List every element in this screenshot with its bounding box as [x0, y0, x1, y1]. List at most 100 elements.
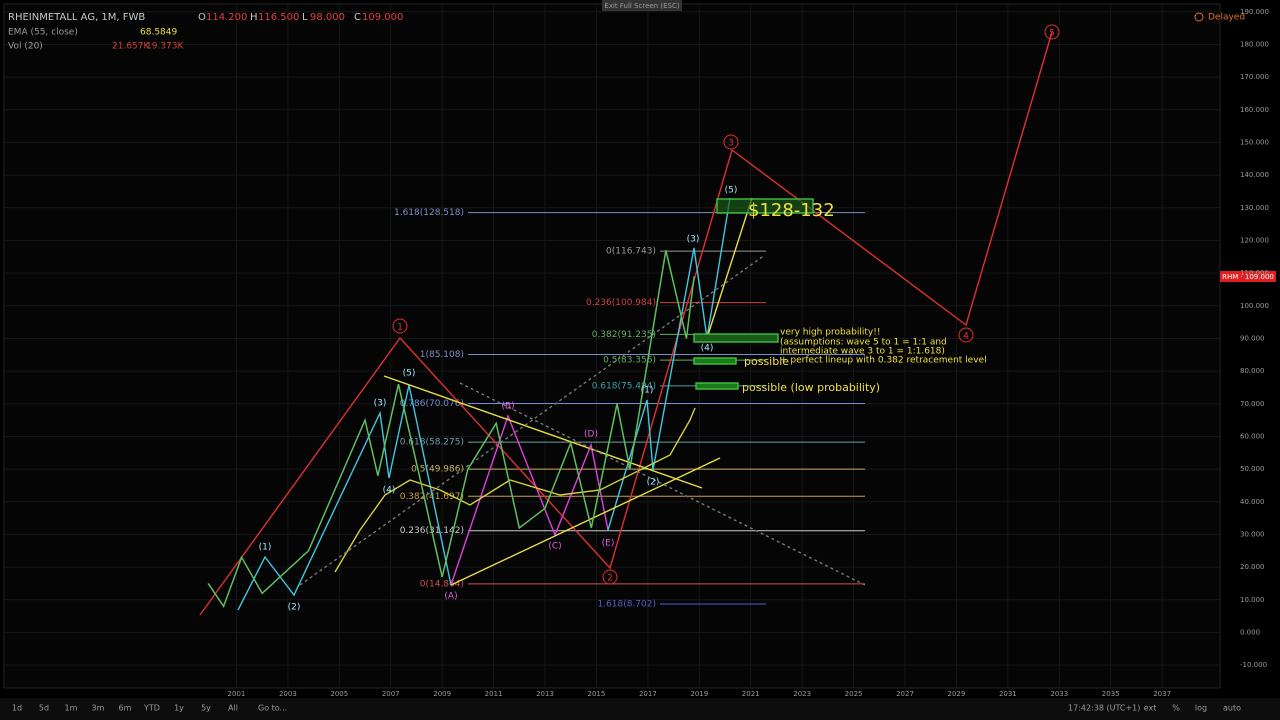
option-button[interactable]: auto	[1223, 704, 1241, 713]
price-axis: 190.000 180.000 170.000 160.000 150.000 140.0…	[1240, 8, 1269, 669]
wave-label: (D)	[584, 430, 598, 440]
trend-line	[450, 457, 721, 586]
x-tick-label: 2023	[793, 690, 811, 698]
wave-label: (A)	[444, 592, 457, 602]
wave-label: (1)	[259, 543, 272, 553]
indicator-label[interactable]: Vol (20)	[8, 42, 43, 52]
annotation: + perfect lineup with 0.382 retracement …	[780, 356, 987, 366]
indicator-label[interactable]: EMA (55, close)	[8, 28, 78, 38]
y-tick-label: 120.000	[1240, 236, 1269, 244]
x-tick-label: 2013	[536, 690, 554, 698]
correction-line	[450, 413, 609, 586]
range-button[interactable]: 3m	[92, 704, 105, 713]
annotation: very high probability!!	[780, 328, 880, 338]
range-button[interactable]: 5y	[201, 704, 211, 713]
option-button[interactable]: %	[1172, 704, 1180, 713]
annotation: possible	[744, 355, 789, 368]
wave-label: (2)	[288, 603, 301, 613]
range-button[interactable]: 6m	[119, 704, 132, 713]
wave-label: (4)	[701, 344, 714, 354]
y-tick-label: 10.000	[1240, 596, 1265, 604]
wave-label: 3	[728, 139, 734, 149]
wave-label: 4	[963, 332, 969, 342]
target-zone	[716, 198, 814, 214]
fib-label: 0.618(75.494)	[592, 381, 656, 391]
ohlc-key: L	[302, 12, 308, 23]
wave-label: (1)	[641, 386, 654, 396]
wave-label: (C)	[548, 542, 561, 552]
symbol[interactable]: RHEINMETALL AG, 1M, FWB	[8, 12, 145, 23]
wave-label: 1	[397, 323, 403, 333]
range-button[interactable]: All	[228, 704, 238, 713]
exit-fullscreen[interactable]: Exit Full Screen (ESC)	[604, 2, 679, 10]
y-tick-label: 170.000	[1240, 73, 1269, 81]
y-tick-label: 130.000	[1240, 204, 1269, 212]
x-tick-label: 2003	[279, 690, 297, 698]
indicator-value: 19.373K	[146, 42, 184, 52]
y-tick-label: 30.000	[1240, 530, 1265, 538]
wave-label: (5)	[725, 186, 738, 196]
ohlc-key: O	[198, 12, 206, 23]
ohlc-value: 109.000	[362, 12, 403, 23]
x-tick-label: 2017	[639, 690, 657, 698]
plot-area	[3, 3, 1221, 689]
x-tick-label: 2033	[1050, 690, 1068, 698]
zone	[693, 333, 779, 343]
delayed: Delayed	[1208, 13, 1245, 23]
goto-button[interactable]: Go to...	[258, 704, 287, 713]
wave-label: (3)	[374, 399, 387, 409]
wave-labels: 1 2 3 4 5 (1) (2) (3) (4) (5) (A) (B) (C…	[259, 24, 1060, 613]
time-axis: 2001 2003 2005 2007 2009 2011 2013 2015 2017 2019…	[228, 690, 1172, 698]
exit-button[interactable]	[602, 0, 682, 11]
delayed-icon	[1194, 12, 1204, 22]
channel-line	[299, 254, 766, 586]
x-tick-label: 2021	[742, 690, 760, 698]
range-button[interactable]: 1m	[65, 704, 78, 713]
option-button[interactable]: ext	[1144, 704, 1157, 713]
fib-label: 1(85.108)	[420, 350, 464, 360]
clock: 17:42:38 (UTC+1)	[1068, 704, 1140, 713]
fib-label: 0(116.743)	[606, 247, 656, 257]
fib-label: 0.236(100.984)	[586, 298, 656, 308]
ohlc-key: H	[250, 12, 258, 23]
x-tick-label: 2015	[588, 690, 606, 698]
price-series	[207, 250, 695, 608]
x-tick-label: 2001	[228, 690, 246, 698]
indicator-value: 68.5849	[140, 28, 177, 38]
primary-wave-line	[199, 31, 1053, 616]
wave-label: (3)	[687, 235, 700, 245]
x-tick-label: 2025	[845, 690, 863, 698]
fib-label: 0(14.864)	[420, 579, 464, 589]
fib-label: 1.618(128.518)	[394, 208, 464, 218]
price-tag-label: RHM · 109.000	[1222, 273, 1274, 281]
range-button[interactable]: 5d	[39, 704, 49, 713]
option-button[interactable]: log	[1195, 704, 1207, 713]
ohlc-value: 114.200	[206, 12, 247, 23]
y-tick-label: 70.000	[1240, 400, 1265, 408]
x-tick-label: 2027	[896, 690, 914, 698]
fib-label: 0.618(58.275)	[400, 438, 464, 448]
y-tick-label: 80.000	[1240, 367, 1265, 375]
indicator-value: 21.657K	[112, 42, 150, 52]
zone	[695, 382, 739, 390]
range-button[interactable]: 1y	[174, 704, 184, 713]
y-tick-label: 110.000	[1240, 269, 1269, 277]
x-tick-label: 2029	[948, 690, 966, 698]
x-tick-label: 2005	[330, 690, 348, 698]
x-tick-label: 2011	[485, 690, 503, 698]
y-tick-label: 40.000	[1240, 498, 1265, 506]
wave-label: (B)	[501, 402, 514, 412]
y-tick-label: 150.000	[1240, 138, 1269, 146]
range-button[interactable]: 1d	[12, 704, 22, 713]
wave-label: (E)	[602, 539, 615, 549]
annotation: (assumptions: wave 5 to 1 = 1:1 and	[780, 338, 947, 348]
y-tick-label: 20.000	[1240, 563, 1265, 571]
drawings	[199, 31, 1053, 616]
y-tick-label: 50.000	[1240, 465, 1265, 473]
range-button[interactable]: YTD	[143, 704, 160, 713]
ohlc-key: C	[354, 12, 361, 23]
x-tick-label: 2009	[433, 690, 451, 698]
y-tick-label: 60.000	[1240, 432, 1265, 440]
y-tick-label: -10.000	[1240, 661, 1267, 669]
